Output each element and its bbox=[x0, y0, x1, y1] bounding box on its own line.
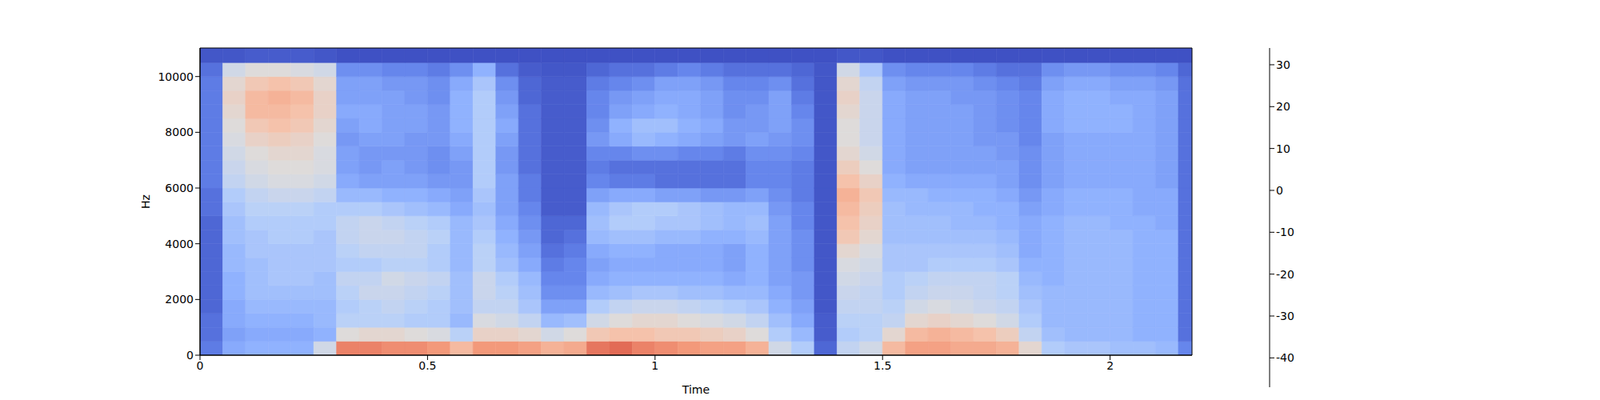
svg-text:30: 30 bbox=[1276, 58, 1291, 72]
svg-text:10000: 10000 bbox=[157, 70, 194, 84]
svg-text:2: 2 bbox=[1106, 359, 1114, 372]
svg-text:0: 0 bbox=[1276, 184, 1284, 197]
svg-text:4000: 4000 bbox=[164, 237, 194, 251]
svg-text:20: 20 bbox=[1276, 100, 1291, 113]
svg-text:2000: 2000 bbox=[164, 292, 194, 306]
svg-text:0: 0 bbox=[186, 348, 194, 362]
svg-text:-30: -30 bbox=[1276, 309, 1295, 323]
svg-text:-20: -20 bbox=[1276, 268, 1295, 281]
svg-text:6000: 6000 bbox=[164, 181, 194, 195]
svg-text:1: 1 bbox=[651, 359, 659, 372]
svg-text:10: 10 bbox=[1276, 142, 1291, 156]
svg-text:-40: -40 bbox=[1276, 351, 1295, 364]
svg-text:1.5: 1.5 bbox=[873, 359, 892, 372]
svg-text:0: 0 bbox=[196, 359, 204, 372]
svg-text:Hz: Hz bbox=[139, 194, 152, 209]
svg-text:Time: Time bbox=[681, 383, 710, 396]
svg-text:8000: 8000 bbox=[164, 125, 194, 139]
svg-text:-10: -10 bbox=[1276, 225, 1295, 239]
svg-text:0.5: 0.5 bbox=[418, 359, 436, 372]
